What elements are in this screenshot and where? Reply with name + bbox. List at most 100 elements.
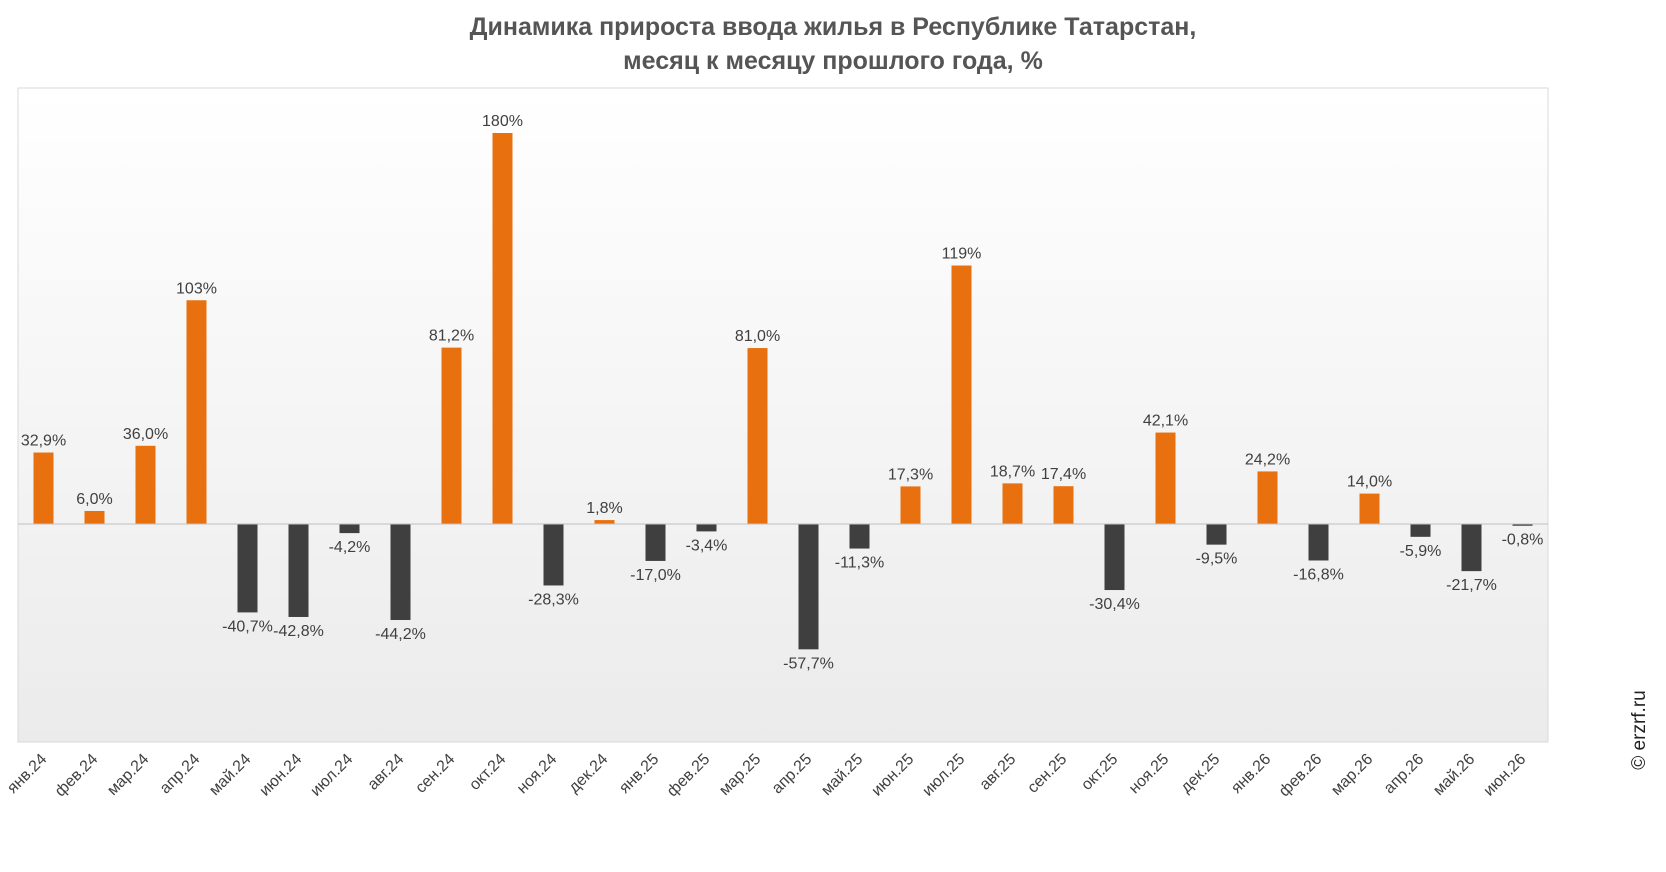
data-label: -40,7% [222,618,273,635]
data-label: -30,4% [1089,596,1140,613]
x-tick-label: авг.25 [977,751,1020,794]
x-tick-label: мар.26 [1328,751,1376,799]
bar-янв.25 [645,524,666,561]
bar-фев.26 [1308,524,1329,561]
bar-май.26 [1461,524,1482,572]
bar-авг.24 [390,524,411,621]
data-label: 32,9% [21,433,66,450]
data-label: 14,0% [1347,474,1392,491]
x-tick-label: ноя.24 [514,751,560,797]
data-label: 42,1% [1143,413,1188,430]
x-tick-label: авг.24 [365,751,408,794]
data-label: 119% [942,246,982,263]
chart-subtitle: месяц к месяцу прошлого года, % [623,47,1043,75]
watermark-text: © erzrf.ru [1629,690,1650,770]
data-label: 17,3% [888,466,933,483]
bar-май.24 [237,524,258,613]
x-tick-label: июл.24 [307,751,356,800]
x-tick-label: июн.25 [869,751,918,800]
bars-group [33,133,1533,650]
data-label: 103% [176,280,217,297]
x-tick-label: дек.25 [1178,751,1224,797]
bar-сен.24 [441,347,462,524]
data-label: -42,8% [273,623,324,640]
x-tick-label: дек.24 [566,751,612,797]
data-label: -28,3% [528,591,579,608]
data-label: 17,4% [1041,466,1086,483]
chart-title-block: Динамика прироста ввода жилья в Республи… [0,10,1666,78]
bar-июл.24 [339,524,360,534]
plot-area [17,87,1549,743]
x-tick-label: май.24 [206,751,254,799]
bar-мар.25 [747,348,768,524]
x-tick-label: июн.26 [1481,751,1530,800]
data-label: 6,0% [76,491,112,508]
x-tick-label: апр.25 [769,751,816,798]
bar-янв.26 [1257,471,1278,524]
x-tick-label: май.26 [1430,751,1478,799]
data-label: -9,5% [1196,551,1238,568]
data-label: -57,7% [783,655,834,672]
x-tick-label: окт.24 [466,751,509,794]
data-label: 81,0% [735,328,780,345]
data-label: -0,8% [1502,532,1544,549]
data-label: 180% [482,113,523,130]
x-tick-label: апр.24 [157,751,204,798]
data-labels-group: 32,9% 6,0% 36,0% 103% -40,7% -42,8% -4,2% -44,2… [21,113,1544,672]
x-tick-label: мар.24 [104,751,152,799]
bar-фев.25 [696,524,717,532]
bar-окт.24 [492,133,513,524]
data-label: 24,2% [1245,451,1290,468]
data-label: -3,4% [686,537,728,554]
data-label: -21,7% [1446,577,1497,594]
x-tick-label: янв.26 [1228,751,1274,797]
x-tick-label: фев.24 [52,751,101,800]
chart-title: Динамика прироста ввода жилья в Республи… [469,13,1197,41]
data-label: -16,8% [1293,566,1344,583]
bar-мар.26 [1359,493,1380,524]
x-tick-label: сен.25 [1024,751,1070,797]
bar-янв.24 [33,452,54,524]
bar-июн.25 [900,486,921,524]
bar-мар.24 [135,445,156,524]
x-tick-label: окт.25 [1078,751,1121,794]
bar-дек.24 [594,520,615,524]
x-tick-labels-group: янв.24 фев.24 мар.24 апр.24 май.24 июн.24 июл.… [4,751,1529,800]
x-tick-label: фев.26 [1276,751,1325,800]
x-tick-label: июл.25 [919,751,968,800]
bar-ноя.25 [1155,432,1176,524]
data-label: 1,8% [586,500,622,517]
data-label: -17,0% [630,567,681,584]
x-tick-label: май.25 [818,751,866,799]
x-tick-label: сен.24 [412,751,458,797]
x-tick-label: янв.25 [616,751,662,797]
bar-дек.25 [1206,524,1227,545]
bar-апр.25 [798,524,819,650]
data-label: -44,2% [375,626,426,643]
data-label: -5,9% [1400,543,1442,560]
bar-апр.26 [1410,524,1431,537]
data-label: -4,2% [329,539,371,556]
bar-июл.25 [951,265,972,524]
bar-фев.24 [84,510,105,524]
data-label: 36,0% [123,426,168,443]
bar-май.25 [849,524,870,549]
bar-авг.25 [1002,483,1023,524]
data-label: 81,2% [429,328,474,345]
bar-апр.24 [186,300,207,524]
x-tick-label: мар.25 [716,751,764,799]
x-tick-label: янв.24 [4,751,50,797]
bar-июн.24 [288,524,309,617]
bar-сен.25 [1053,486,1074,524]
data-label: 18,7% [990,463,1035,480]
x-tick-label: июн.24 [257,751,306,800]
data-label: -11,3% [835,555,885,572]
x-tick-label: апр.26 [1381,751,1428,798]
bar-ноя.24 [543,524,564,586]
x-tick-label: ноя.25 [1126,751,1172,797]
bar-окт.25 [1104,524,1125,591]
bar-июн.26 [1512,524,1533,526]
copyright-watermark: © erzrf.ru [1620,660,1660,800]
x-tick-label: фев.25 [664,751,713,800]
